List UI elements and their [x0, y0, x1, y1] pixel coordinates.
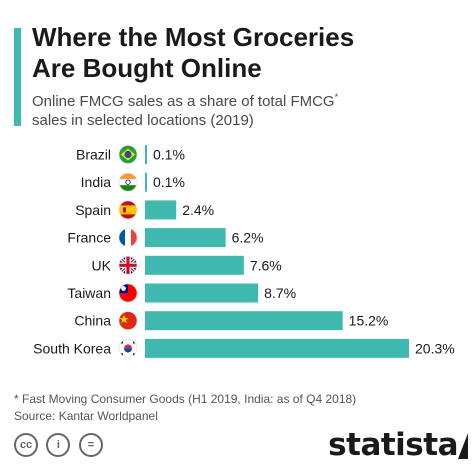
category-label: Spain: [75, 202, 111, 218]
by-icon[interactable]: i: [46, 433, 71, 457]
category-label: India: [81, 174, 112, 190]
india-flag-icon: [118, 172, 138, 192]
value-label: 7.6%: [250, 257, 282, 273]
license-icons: cc i =: [14, 433, 107, 457]
chart-subtitle-line1: Online FMCG sales as a share of total FM…: [32, 92, 452, 111]
bar-chart: Brazil 0.1% India 0.1% Spain 2.4% France 6.2% UK…: [33, 145, 455, 358]
chart-title-line1: Where the Most Groceries: [32, 22, 355, 52]
title-accent-bar: [14, 28, 21, 126]
bar: [145, 338, 409, 358]
spain-flag-icon: [118, 200, 138, 220]
chart-subtitle-line2: sales in selected locations (2019): [32, 112, 254, 129]
france-flag-icon: [118, 228, 138, 247]
china-flag-icon: [118, 311, 138, 330]
category-label: South Korea: [33, 340, 111, 356]
statista-logo-mark: [458, 433, 468, 459]
value-label: 20.3%: [415, 340, 455, 356]
equals-icon[interactable]: =: [78, 433, 103, 457]
value-label: 8.7%: [264, 285, 296, 301]
footnote: * Fast Moving Consumer Goods (H1 2019, I…: [14, 391, 464, 425]
bar: [145, 145, 147, 164]
chart-subtitle: Online FMCG sales as a share of total FM…: [32, 92, 452, 130]
brazil-flag-icon: [118, 145, 138, 164]
value-label: 0.1%: [153, 174, 185, 190]
south-korea-flag-icon: [118, 339, 138, 358]
cc-icon[interactable]: cc: [14, 433, 38, 457]
bar: [145, 255, 244, 275]
statista-logo[interactable]: statista: [328, 427, 458, 463]
uk-flag-icon: [118, 256, 138, 275]
value-label: 2.4%: [182, 202, 214, 218]
taiwan-flag-icon: [118, 283, 138, 303]
category-label: China: [74, 313, 111, 329]
bar: [145, 200, 177, 220]
bar: [145, 228, 226, 248]
bar: [145, 172, 147, 192]
category-label: Taiwan: [67, 285, 111, 301]
footnote-source: Source: Kantar Worldpanel: [14, 409, 158, 423]
value-label: 6.2%: [232, 230, 264, 246]
chart-title: Where the Most Groceries Are Bought Onli…: [32, 22, 462, 84]
footnote-note: * Fast Moving Consumer Goods (H1 2019, I…: [14, 392, 357, 406]
bar: [145, 283, 259, 303]
bar: [145, 311, 343, 331]
chart-title-line2: Are Bought Online: [32, 53, 262, 83]
category-label: Brazil: [76, 147, 111, 163]
category-label: France: [67, 230, 111, 246]
category-label: UK: [92, 257, 112, 273]
subtitle-text: Online FMCG sales as a share of total FM…: [32, 93, 335, 110]
value-label: 15.2%: [349, 313, 389, 329]
subtitle-asterisk: *: [334, 92, 339, 102]
value-label: 0.1%: [153, 147, 185, 163]
